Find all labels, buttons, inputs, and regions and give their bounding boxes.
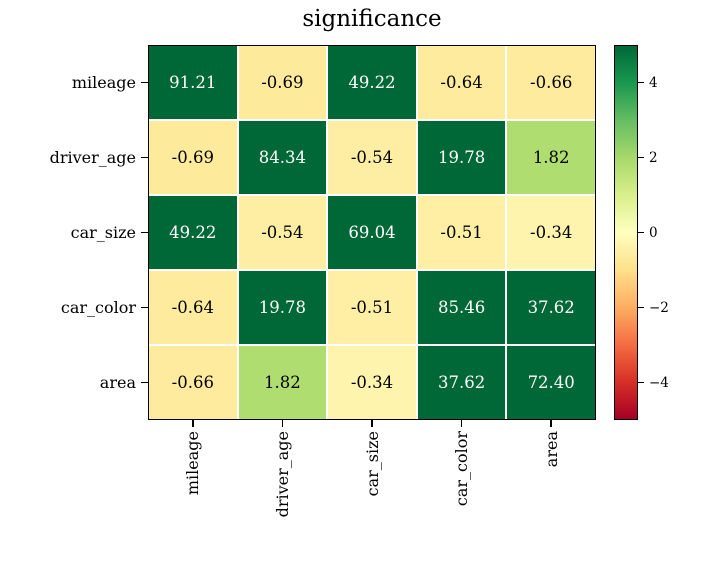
colorbar-tick-label: −4 [649,374,669,391]
y-tick-mark [141,381,148,384]
y-axis-label: car_size [70,222,136,242]
x-axis-label: area [541,431,561,468]
heatmap-cell: 37.62 [417,346,506,419]
y-axis-label: area [99,372,136,392]
heatmap-cell: -0.69 [149,121,237,194]
heatmap-cell: -0.34 [507,196,595,269]
colorbar-tick-mark [638,381,644,384]
heatmap-cell: 69.04 [328,196,416,269]
y-tick-mark [141,156,148,159]
x-tick-mark [550,420,552,427]
y-axis-label: mileage [71,72,136,92]
colorbar [614,45,638,420]
heatmap-cell: -0.54 [328,121,416,194]
heatmap-cell: 1.82 [507,121,595,194]
colorbar-tick-mark [638,306,644,309]
x-tick-mark [460,420,463,427]
x-tick-mark [281,420,284,427]
heatmap-cell: -0.66 [149,346,237,419]
colorbar-tick-label: 2 [649,149,658,166]
heatmap-cell: -0.69 [238,46,327,119]
heatmap-cell: -0.54 [238,196,327,269]
y-tick-mark [141,81,148,84]
colorbar-tick-mark [638,156,644,159]
y-axis-label: driver_age [49,147,136,167]
heatmap-cell: -0.64 [149,271,237,344]
heatmap-cell: 72.40 [507,346,595,419]
heatmap-cell: 19.78 [238,271,327,344]
y-tick-mark [141,306,148,309]
heatmap-cell: -0.51 [328,271,416,344]
heatmap-cell: -0.64 [417,46,506,119]
y-axis-label: car_color [60,297,136,317]
heatmap-grid: 91.21 -0.69 49.22 -0.64 -0.66 -0.69 84.34 -0.54… [148,45,596,420]
heatmap-cell: 1.82 [238,346,327,419]
colorbar-tick-mark [638,81,644,84]
heatmap-cell: 91.21 [149,46,237,119]
y-tick-mark [141,231,148,234]
x-tick-mark [192,420,194,427]
heatmap-cell: -0.66 [507,46,595,119]
heatmap-cell: 49.22 [149,196,237,269]
colorbar-tick-label: −2 [649,299,669,316]
heatmap-cell: 19.78 [417,121,506,194]
x-axis-label: car_color [452,431,472,507]
heatmap-cell: -0.34 [328,346,416,419]
chart-title: significance [302,6,442,32]
heatmap-cell: 49.22 [328,46,416,119]
x-axis-label: driver_age [272,431,292,518]
heatmap-cell: 37.62 [507,271,595,344]
heatmap-cell: 85.46 [417,271,506,344]
heatmap-cell: 84.34 [238,121,327,194]
heatmap-cell: -0.51 [417,196,506,269]
x-tick-mark [371,420,373,427]
x-axis-label: car_size [362,431,382,497]
colorbar-tick-mark [638,231,644,234]
x-axis-label: mileage [183,431,203,496]
colorbar-tick-label: 0 [649,224,658,241]
colorbar-tick-label: 4 [649,74,658,91]
